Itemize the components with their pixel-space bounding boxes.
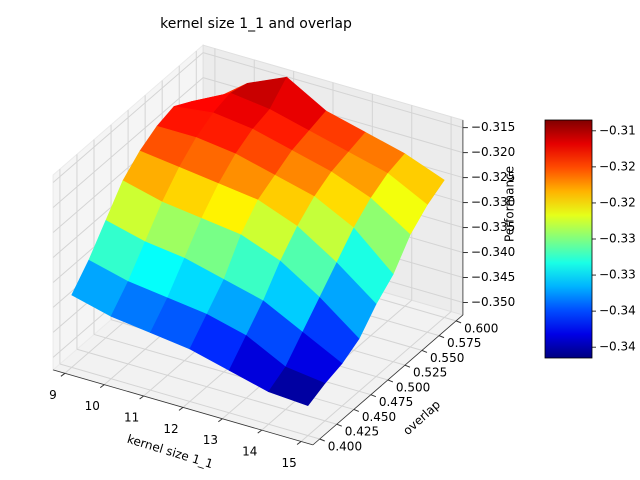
colorbar-tick-label: −0.31 bbox=[599, 123, 636, 137]
tick-mark bbox=[370, 394, 377, 398]
grid-line bbox=[76, 348, 337, 425]
tick-mark bbox=[387, 379, 394, 383]
tick-mark bbox=[319, 438, 325, 442]
z-tick-label: −0.335 bbox=[471, 220, 515, 234]
grid-line bbox=[59, 363, 320, 440]
x-tick-label: 14 bbox=[242, 445, 257, 459]
tick-mark bbox=[178, 406, 184, 411]
grid-line bbox=[52, 52, 204, 183]
z-tick-label: −0.345 bbox=[471, 270, 515, 284]
tick-mark bbox=[218, 418, 223, 423]
tick-mark bbox=[60, 372, 66, 377]
tick-mark bbox=[455, 320, 462, 324]
z-tick-label: −0.340 bbox=[471, 245, 515, 259]
y-tick-label: 0.475 bbox=[379, 395, 413, 409]
z-tick-label: −0.350 bbox=[471, 295, 515, 309]
x-tick-label: 10 bbox=[85, 399, 100, 413]
colorbar-tick-label: −0.34 bbox=[599, 304, 636, 318]
z-tick-label: −0.330 bbox=[471, 195, 515, 209]
x-tick-label: 13 bbox=[203, 433, 218, 447]
tick-mark bbox=[404, 364, 411, 368]
y-tick-label: 0.500 bbox=[396, 380, 430, 394]
tick-mark bbox=[99, 384, 105, 389]
y-tick-label: 0.600 bbox=[464, 321, 498, 335]
grid-line bbox=[202, 52, 464, 129]
x-tick-label: 11 bbox=[124, 411, 139, 425]
z-tick-label: −0.325 bbox=[471, 170, 515, 184]
y-tick-label: 0.575 bbox=[447, 336, 481, 350]
y-tick-label: 0.425 bbox=[345, 425, 379, 439]
y-tick-label: 0.400 bbox=[328, 439, 362, 453]
tick-mark bbox=[257, 429, 263, 434]
y-tick-label: 0.525 bbox=[413, 366, 447, 380]
tick-mark bbox=[421, 349, 428, 353]
tick-mark bbox=[296, 441, 302, 445]
colorbar-tick-label: −0.32 bbox=[599, 195, 636, 209]
z-tick-label: −0.315 bbox=[471, 120, 515, 134]
colorbar-tick-label: −0.34 bbox=[599, 340, 636, 354]
x-axis-line bbox=[52, 369, 314, 446]
colorbar-tick-label: −0.33 bbox=[599, 232, 636, 246]
surface-patch bbox=[268, 366, 326, 406]
grid-line bbox=[52, 77, 204, 208]
y-axis-line bbox=[312, 314, 464, 446]
x-tick-label: 9 bbox=[49, 388, 57, 402]
tick-mark bbox=[139, 395, 144, 400]
tick-mark bbox=[336, 423, 342, 427]
x-tick-label: 12 bbox=[163, 422, 178, 436]
y-tick-label: 0.450 bbox=[362, 410, 396, 424]
y-tick-label: 0.550 bbox=[430, 351, 464, 365]
chart-title: kernel size 1_1 and overlap bbox=[160, 16, 352, 32]
x-tick-label: 15 bbox=[281, 456, 296, 470]
z-tick-label: −0.320 bbox=[471, 145, 515, 159]
colorbar bbox=[544, 119, 593, 359]
z-axis-label: Performance bbox=[503, 166, 517, 242]
x-axis-label: kernel size 1_1 bbox=[125, 432, 214, 471]
tick-mark bbox=[438, 335, 445, 339]
colorbar-tick-label: −0.33 bbox=[599, 268, 636, 282]
tick-mark bbox=[353, 408, 359, 412]
colorbar-tick-label: −0.32 bbox=[599, 159, 636, 173]
